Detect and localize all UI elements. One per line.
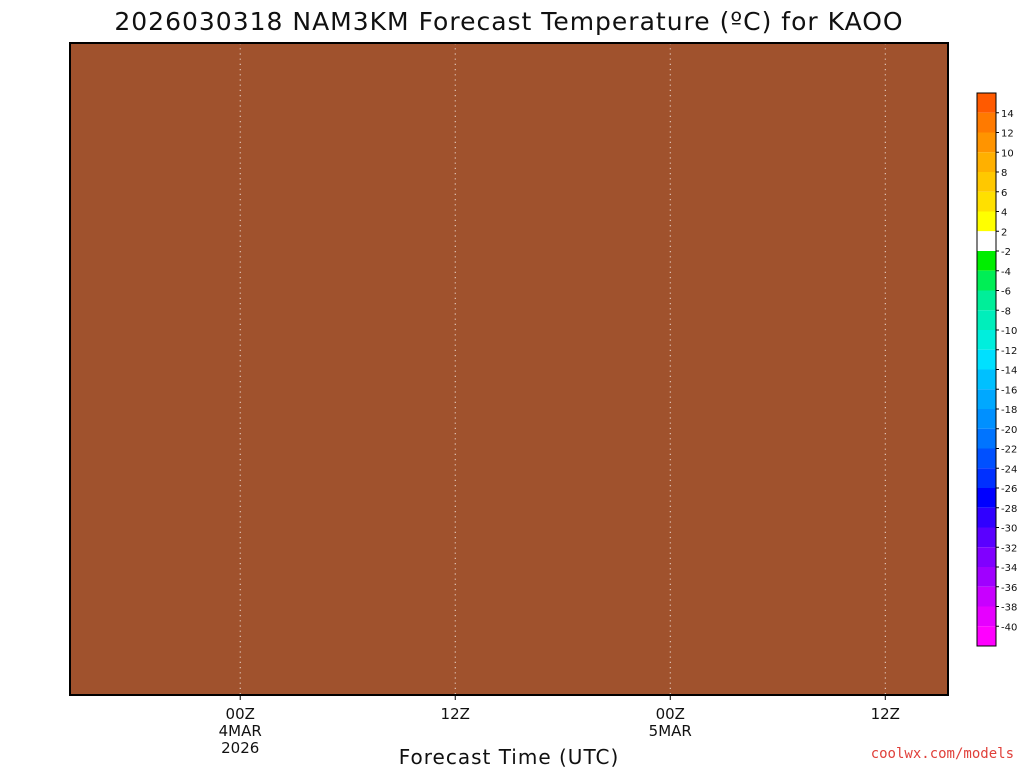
x-tick-label: 00Z — [226, 705, 255, 723]
x-tick-label: 4MAR — [219, 722, 262, 740]
colorbar-swatch — [977, 211, 996, 232]
colorbar-label: -36 — [1001, 583, 1017, 594]
colorbar-swatch — [977, 567, 996, 587]
colorbar-label: -14 — [1001, 366, 1017, 377]
colorbar-swatch — [977, 488, 996, 508]
colorbar-swatch — [977, 251, 996, 271]
credit-text[interactable]: coolwx.com/models — [871, 746, 1014, 762]
colorbar-label: -22 — [1001, 445, 1017, 456]
colorbar-label: -18 — [1001, 405, 1017, 416]
colorbar-swatch — [977, 507, 996, 528]
colorbar-swatch — [977, 468, 996, 488]
colorbar-label: 10 — [1001, 148, 1014, 159]
colorbar-swatch — [977, 527, 996, 548]
colorbar-swatch — [977, 231, 996, 251]
plot-frame — [69, 42, 949, 696]
colorbar-swatch — [977, 448, 996, 469]
x-axis: 00Z4MAR202612Z00Z5MAR12Z00Z6MAR — [219, 695, 900, 757]
colorbar-swatch — [977, 547, 996, 567]
x-axis-label: Forecast Time (UTC) — [399, 745, 620, 768]
colorbar-swatch — [977, 409, 996, 429]
colorbar-label: -10 — [1001, 326, 1017, 337]
colorbar-swatch — [977, 389, 996, 409]
colorbar-swatch — [977, 310, 996, 330]
colorbar-label: 2 — [1001, 227, 1007, 238]
colorbar-swatch — [977, 191, 996, 212]
colorbar-label: -40 — [1001, 622, 1017, 633]
colorbar-label: -28 — [1001, 504, 1017, 515]
colorbar-swatch — [977, 93, 996, 113]
colorbar-label: -8 — [1001, 306, 1011, 317]
colorbar-label: -24 — [1001, 464, 1017, 475]
colorbar-label: 12 — [1001, 129, 1014, 140]
colorbar-swatch — [977, 606, 996, 627]
x-tick-label: 5MAR — [649, 722, 692, 740]
colorbar-swatch — [977, 586, 996, 607]
colorbar-label: 14 — [1001, 109, 1014, 120]
colorbar-label: -26 — [1001, 484, 1017, 495]
colorbar-label: -38 — [1001, 603, 1017, 614]
colorbar-swatch — [977, 132, 996, 153]
colorbar-label: 6 — [1001, 188, 1007, 199]
colorbar-label: -30 — [1001, 524, 1017, 535]
chart-title: 2026030318 NAM3KM Forecast Temperature (… — [114, 7, 903, 36]
colorbar-label: -2 — [1001, 247, 1011, 258]
colorbar-label: -20 — [1001, 425, 1017, 436]
colorbar-label: 4 — [1001, 208, 1007, 219]
colorbar-label: -16 — [1001, 385, 1017, 396]
x-tick-label: 00Z — [656, 705, 685, 723]
colorbar: 14 12 10 8 6 4 2 -2 -4 -6 -8 -10 -12 -14 -16 -18 -20 -22 -… — [976, 92, 1017, 647]
x-tick-label: 12Z — [441, 705, 470, 723]
colorbar-swatch — [977, 112, 996, 133]
colorbar-swatch — [977, 369, 996, 390]
colorbar-label: -12 — [1001, 346, 1017, 357]
colorbar-label: -6 — [1001, 287, 1011, 298]
colorbar-swatch — [977, 428, 996, 449]
colorbar-swatch — [977, 172, 996, 192]
ground-layer — [70, 43, 948, 695]
colorbar-swatch — [977, 626, 996, 646]
colorbar-label: -4 — [1001, 267, 1011, 278]
colorbar-swatch — [977, 330, 996, 350]
colorbar-label: -34 — [1001, 563, 1017, 574]
colorbar-label: -32 — [1001, 543, 1017, 554]
colorbar-swatch — [977, 270, 996, 291]
colorbar-swatch — [977, 349, 996, 370]
colorbar-swatch — [977, 290, 996, 311]
x-tick-label: 12Z — [871, 705, 900, 723]
colorbar-label: 8 — [1001, 168, 1007, 179]
x-tick-label: 2026 — [221, 739, 259, 757]
plot-area — [70, 43, 948, 695]
colorbar-swatch — [977, 152, 996, 172]
